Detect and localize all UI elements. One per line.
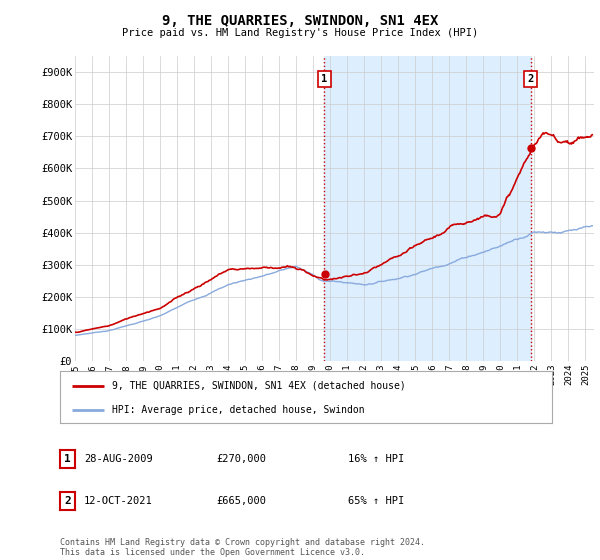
Text: 65% ↑ HPI: 65% ↑ HPI [348,496,404,506]
Text: Price paid vs. HM Land Registry's House Price Index (HPI): Price paid vs. HM Land Registry's House … [122,28,478,38]
Text: 9, THE QUARRIES, SWINDON, SN1 4EX: 9, THE QUARRIES, SWINDON, SN1 4EX [162,14,438,28]
Text: 2: 2 [527,74,534,84]
Text: 1: 1 [321,74,328,84]
Text: 12-OCT-2021: 12-OCT-2021 [84,496,153,506]
Text: £270,000: £270,000 [216,454,266,464]
Text: HPI: Average price, detached house, Swindon: HPI: Average price, detached house, Swin… [112,405,364,415]
Text: Contains HM Land Registry data © Crown copyright and database right 2024.
This d: Contains HM Land Registry data © Crown c… [60,538,425,557]
Text: 28-AUG-2009: 28-AUG-2009 [84,454,153,464]
Text: 1: 1 [64,454,71,464]
Text: £665,000: £665,000 [216,496,266,506]
Text: 9, THE QUARRIES, SWINDON, SN1 4EX (detached house): 9, THE QUARRIES, SWINDON, SN1 4EX (detac… [112,381,406,391]
Text: 2: 2 [64,496,71,506]
Text: 16% ↑ HPI: 16% ↑ HPI [348,454,404,464]
Bar [324,56,530,361]
